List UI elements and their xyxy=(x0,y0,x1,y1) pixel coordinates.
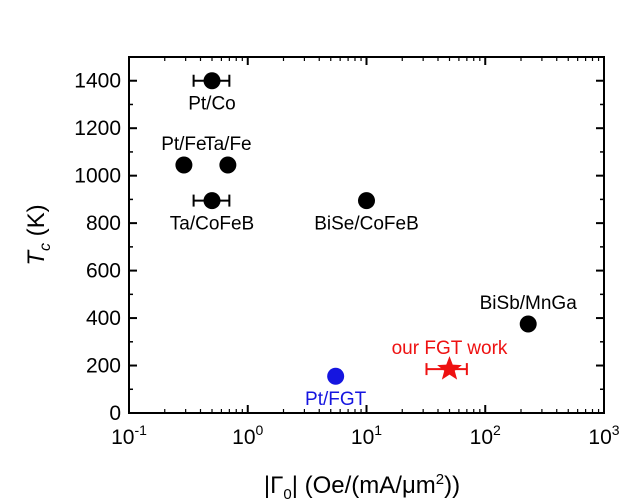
point-our-fgt-work: our FGT work xyxy=(392,338,508,380)
x-tick-label: 101 xyxy=(351,422,382,449)
y-tick-label: 1400 xyxy=(74,70,121,93)
x-axis-label-prefix: |Γ xyxy=(264,472,283,499)
x-axis-label: |Γ0| (Oe/(mA/μm2)) xyxy=(264,471,460,501)
x-axis-label-sub: 0 xyxy=(283,486,291,501)
point-label: Pt/Co xyxy=(188,94,236,115)
x-axis-label-mid: | (Oe/(mA/μm xyxy=(292,472,436,499)
y-tick-label: 0 xyxy=(109,402,121,425)
y-axis-label-sub: c xyxy=(37,243,54,251)
circle-marker xyxy=(358,192,375,210)
point-label: BiSe/CoFeB xyxy=(314,214,419,235)
y-tick-label: 400 xyxy=(86,307,121,330)
circle-marker xyxy=(203,192,221,210)
circle-marker xyxy=(327,367,345,385)
circle-marker xyxy=(175,156,193,174)
y-tick-label: 1000 xyxy=(74,165,121,188)
y-tick-label: 800 xyxy=(86,212,121,235)
y-axis-label-unit: (K) xyxy=(23,204,50,243)
circle-marker xyxy=(203,72,221,90)
x-axis-label-sup: 2 xyxy=(436,471,444,488)
star-marker xyxy=(437,356,462,380)
point-label: Ta/Fe xyxy=(204,134,252,155)
x-tick-label: 102 xyxy=(470,422,501,449)
point-pt-co: Pt/Co xyxy=(188,72,236,115)
y-tick-label: 200 xyxy=(86,355,121,378)
x-tick-label: 100 xyxy=(232,422,263,449)
point-ta-fe: Ta/Fe xyxy=(204,134,252,174)
circle-marker xyxy=(219,156,237,174)
x-tick-label: 103 xyxy=(588,422,619,449)
circle-marker xyxy=(519,315,537,333)
y-axis-label-main: T xyxy=(23,249,50,266)
point-label: Pt/FGT xyxy=(305,389,367,410)
point-label: BiSb/MnGa xyxy=(480,293,578,314)
y-axis: 0 200 400 600 800 1000 1200 1400 xyxy=(74,70,604,425)
x-axis-label-suffix: )) xyxy=(444,472,460,499)
point-label: Pt/Fe xyxy=(161,134,206,155)
point-bise-cofeb: BiSe/CoFeB xyxy=(314,192,419,235)
point-pt-fgt: Pt/FGT xyxy=(305,367,367,410)
point-bisb-mnga: BiSb/MnGa xyxy=(480,293,578,333)
point-ta-cofeb: Ta/CoFeB xyxy=(170,192,254,235)
y-tick-label: 1200 xyxy=(74,117,121,140)
x-axis: 10-1 100 101 102 103 xyxy=(111,57,620,449)
point-label: our FGT work xyxy=(392,338,508,359)
point-pt-fe: Pt/Fe xyxy=(161,134,207,174)
y-axis-label: Tc (K) xyxy=(23,204,54,265)
x-tick-label: 10-1 xyxy=(111,422,147,449)
y-tick-label: 600 xyxy=(86,260,121,283)
point-label: Ta/CoFeB xyxy=(170,214,254,235)
